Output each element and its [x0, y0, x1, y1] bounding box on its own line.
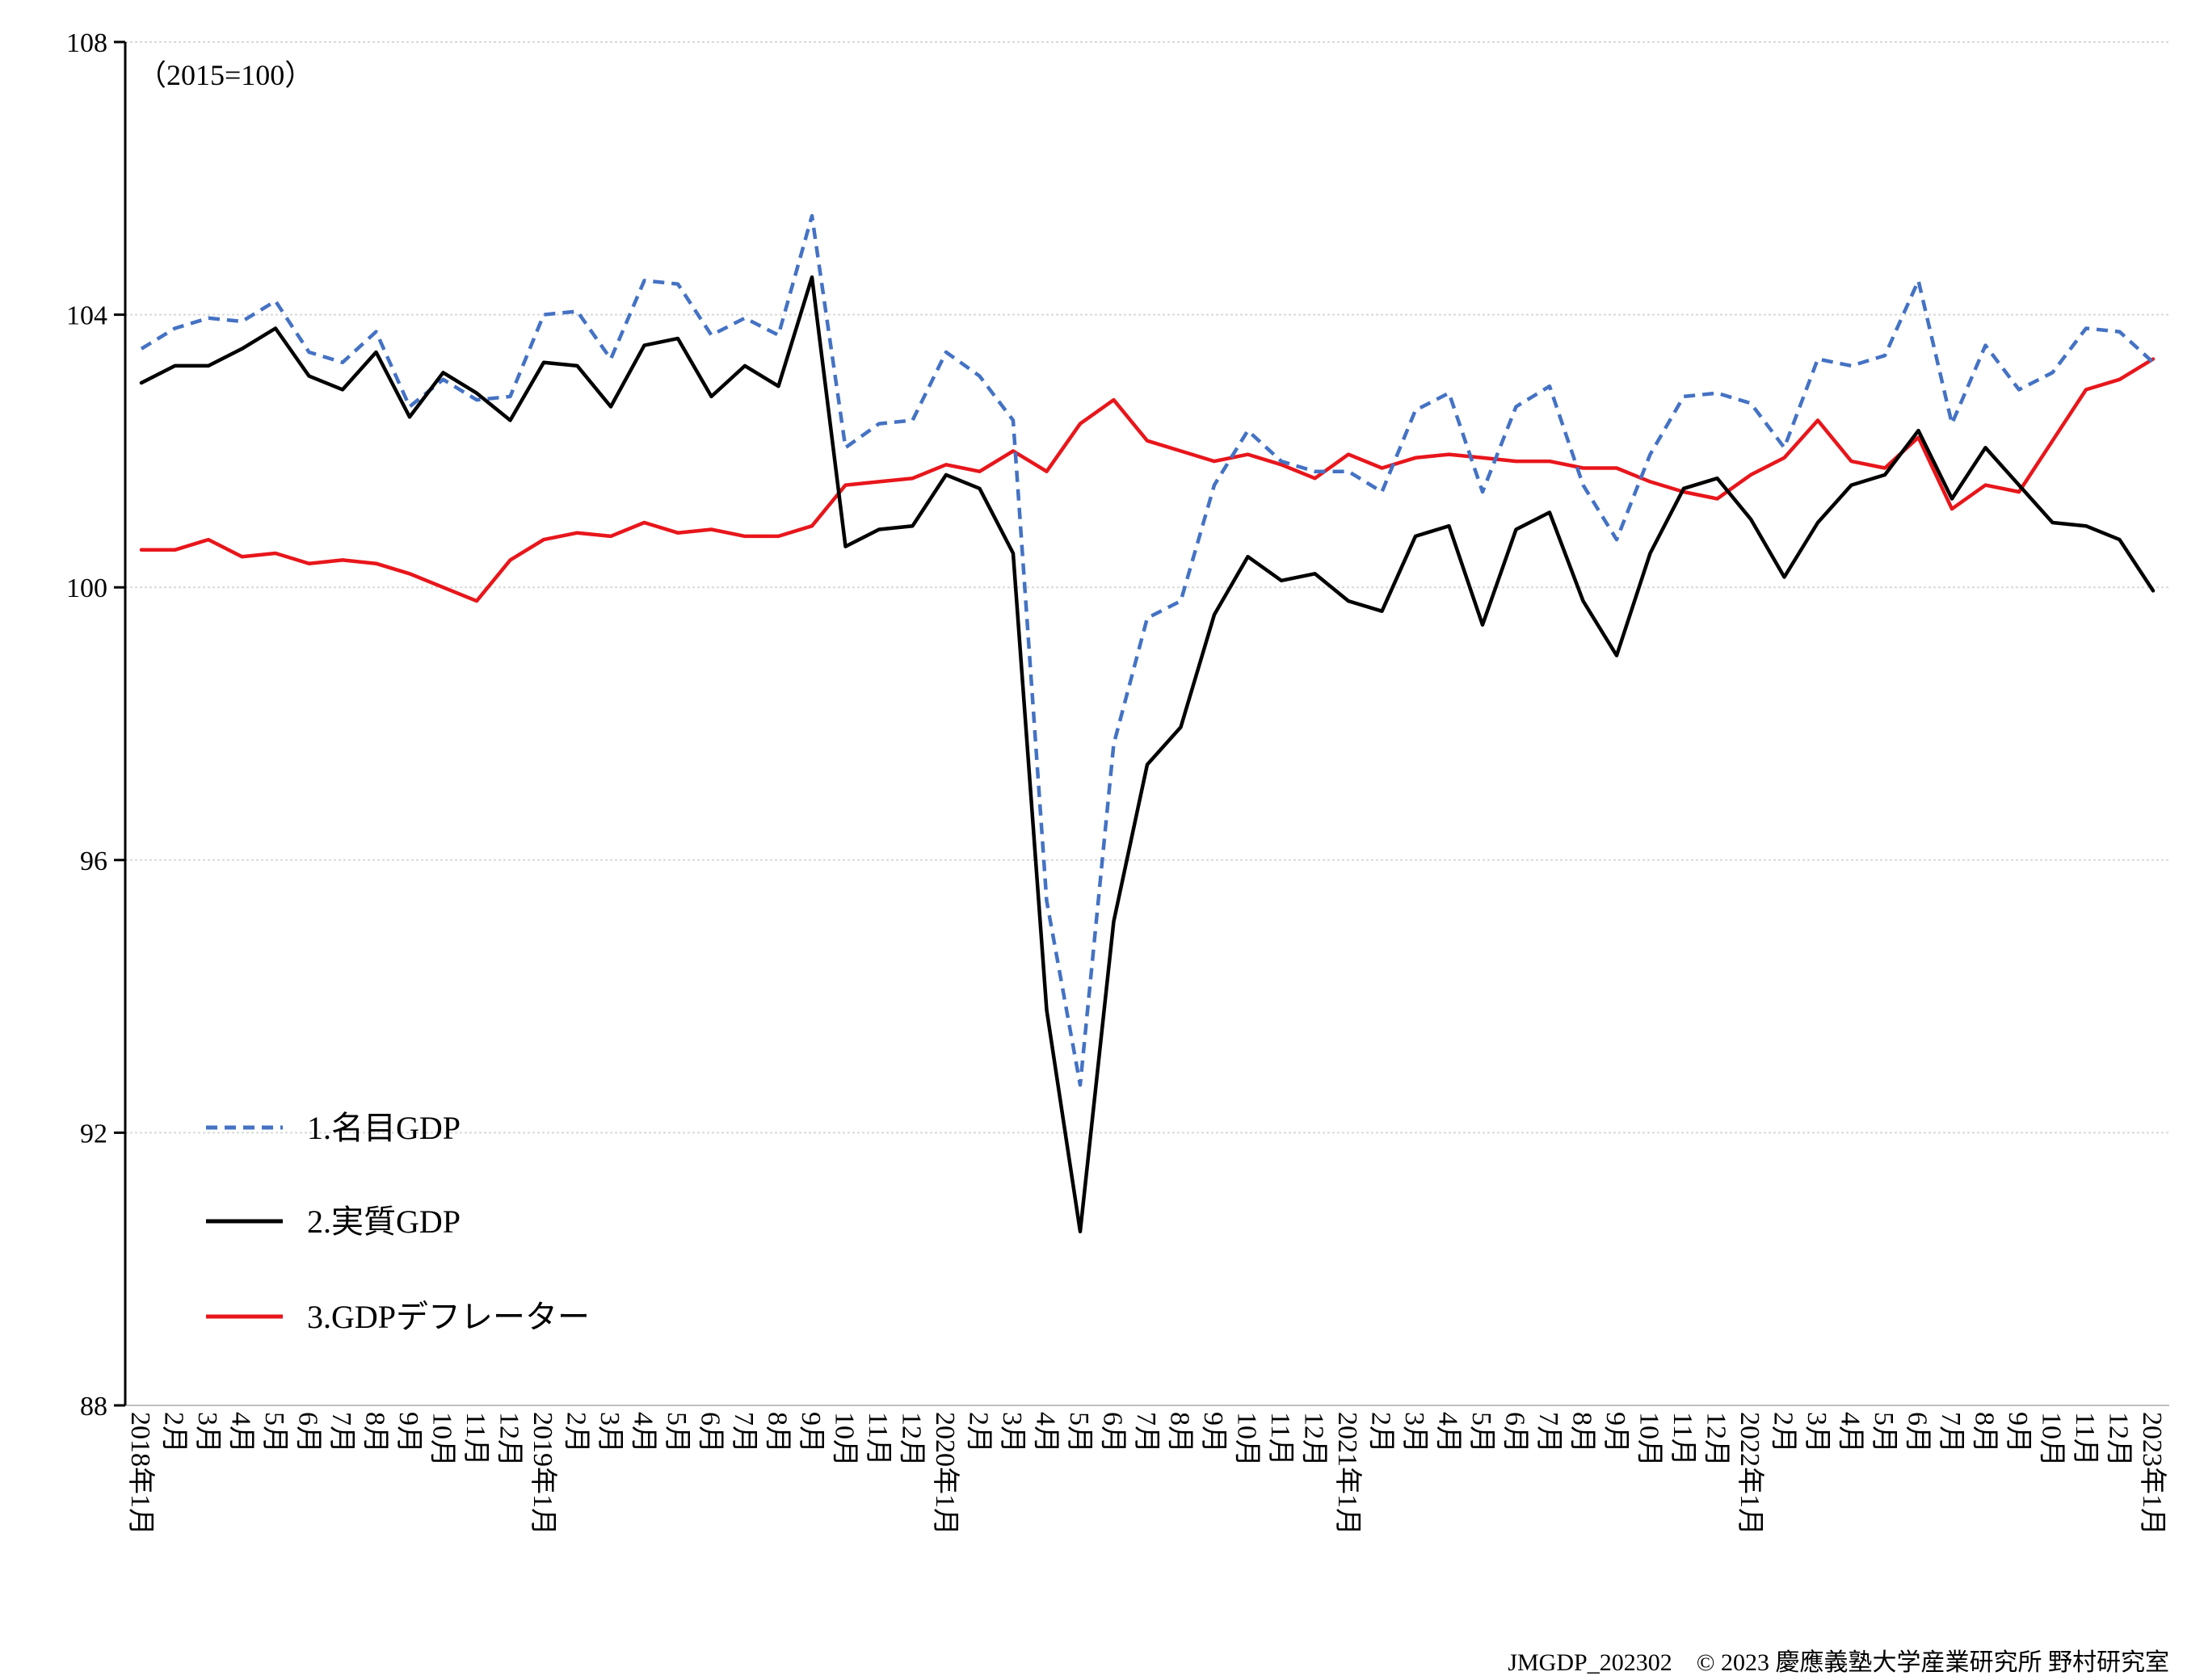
x-tick-label: 11月	[863, 1412, 893, 1466]
x-tick-label: 11月	[2070, 1412, 2100, 1466]
x-tick-label: 9月	[796, 1412, 826, 1453]
unit-label: （2015=100）	[137, 59, 313, 91]
x-tick-label: 5月	[662, 1412, 692, 1453]
legend-label-1: 1.名目GDP	[307, 1110, 461, 1146]
footer-credit: JMGDP_202302 © 2023 慶應義塾大学産業研究所 野村研究室	[1508, 1649, 2169, 1676]
x-tick-label: 10月	[1232, 1412, 1262, 1467]
x-tick-label: 12月	[1701, 1412, 1731, 1467]
x-tick-label: 4月	[629, 1412, 658, 1453]
y-tick-label: 92	[80, 1119, 107, 1149]
x-tick-label: 2023年1月	[2137, 1412, 2168, 1535]
x-tick-label: 10月	[830, 1412, 860, 1467]
x-tick-label: 11月	[1668, 1412, 1697, 1466]
x-tick-label: 3月	[1802, 1412, 1832, 1453]
x-tick-label: 9月	[1198, 1412, 1228, 1453]
series-line-2	[139, 275, 2156, 1234]
x-tick-label: 3月	[595, 1412, 625, 1453]
x-tick-label: 8月	[360, 1412, 390, 1453]
y-tick-label: 96	[80, 846, 107, 876]
x-tick-label: 6月	[696, 1412, 726, 1453]
x-tick-label: 12月	[1299, 1412, 1329, 1467]
x-tick-label: 9月	[393, 1412, 423, 1453]
x-tick-label: 4月	[226, 1412, 256, 1453]
x-tick-label: 12月	[897, 1412, 927, 1467]
x-tick-label: 11月	[461, 1412, 490, 1466]
series-line-3	[139, 357, 2156, 603]
x-tick-label: 7月	[1533, 1412, 1563, 1453]
series-lines	[139, 213, 2156, 1234]
legend: 1.名目GDP 2.実質GDP 3.GDPデフレーター	[206, 1110, 590, 1335]
y-tick-label: 108	[66, 28, 107, 58]
series-line-1	[140, 213, 2155, 1087]
x-tick-label: 8月	[1970, 1412, 2000, 1453]
x-tick-label: 2月	[159, 1412, 189, 1453]
x-tick-label: 10月	[427, 1412, 457, 1467]
x-tick-label: 7月	[729, 1412, 759, 1453]
x-tick-label: 2022年1月	[1735, 1412, 1765, 1535]
x-tick-label: 5月	[1064, 1412, 1094, 1453]
x-tick-label: 11月	[1265, 1412, 1295, 1466]
x-tick-label: 10月	[1634, 1412, 1664, 1467]
y-gridlines	[125, 41, 2169, 1406]
x-tick-label: 3月	[997, 1412, 1027, 1453]
x-tick-label: 9月	[2003, 1412, 2033, 1453]
x-tick-label: 2021年1月	[1332, 1412, 1363, 1535]
x-tick-label: 3月	[1399, 1412, 1429, 1453]
y-tick-label: 88	[80, 1392, 107, 1422]
y-axis-ticks: 88 92 96 100 104 108	[66, 28, 125, 1422]
x-tick-label: 5月	[1466, 1412, 1496, 1453]
x-tick-label: 2018年1月	[125, 1412, 156, 1535]
x-tick-label: 8月	[1165, 1412, 1195, 1453]
x-tick-label: 5月	[1869, 1412, 1899, 1453]
x-tick-label: 2月	[562, 1412, 591, 1453]
x-tick-label: 6月	[1903, 1412, 1933, 1453]
x-tick-label: 2月	[964, 1412, 994, 1453]
x-tick-label: 7月	[326, 1412, 356, 1453]
x-tick-label: 10月	[2037, 1412, 2067, 1467]
y-tick-label: 100	[66, 573, 107, 603]
x-tick-label: 4月	[1433, 1412, 1463, 1453]
x-tick-label: 4月	[1836, 1412, 1865, 1453]
x-tick-label: 12月	[494, 1412, 524, 1467]
legend-label-2: 2.実質GDP	[307, 1203, 461, 1240]
y-tick-label: 104	[66, 301, 107, 331]
x-tick-label: 2019年1月	[528, 1412, 558, 1535]
x-tick-label: 2020年1月	[930, 1412, 961, 1535]
x-tick-label: 8月	[763, 1412, 793, 1453]
x-tick-label: 12月	[2104, 1412, 2134, 1467]
x-tick-label: 6月	[1098, 1412, 1128, 1453]
x-tick-label: 9月	[1600, 1412, 1630, 1453]
x-tick-label: 6月	[1500, 1412, 1530, 1453]
x-tick-label: 5月	[259, 1412, 289, 1453]
x-tick-label: 7月	[1936, 1412, 1966, 1453]
x-tick-label: 6月	[293, 1412, 323, 1453]
x-tick-label: 2月	[1769, 1412, 1798, 1453]
legend-label-3: 3.GDPデフレーター	[307, 1299, 590, 1335]
x-tick-label: 4月	[1031, 1412, 1061, 1453]
x-tick-label: 7月	[1131, 1412, 1161, 1453]
x-axis-ticks: 2018年1月 2月 3月 4月 5月 6月 7月 8月 9月 10月 11月 12月 2019年1月 2…	[125, 1412, 2168, 1535]
x-tick-label: 3月	[192, 1412, 222, 1453]
x-tick-label: 2月	[1366, 1412, 1396, 1453]
x-tick-label: 8月	[1567, 1412, 1597, 1453]
